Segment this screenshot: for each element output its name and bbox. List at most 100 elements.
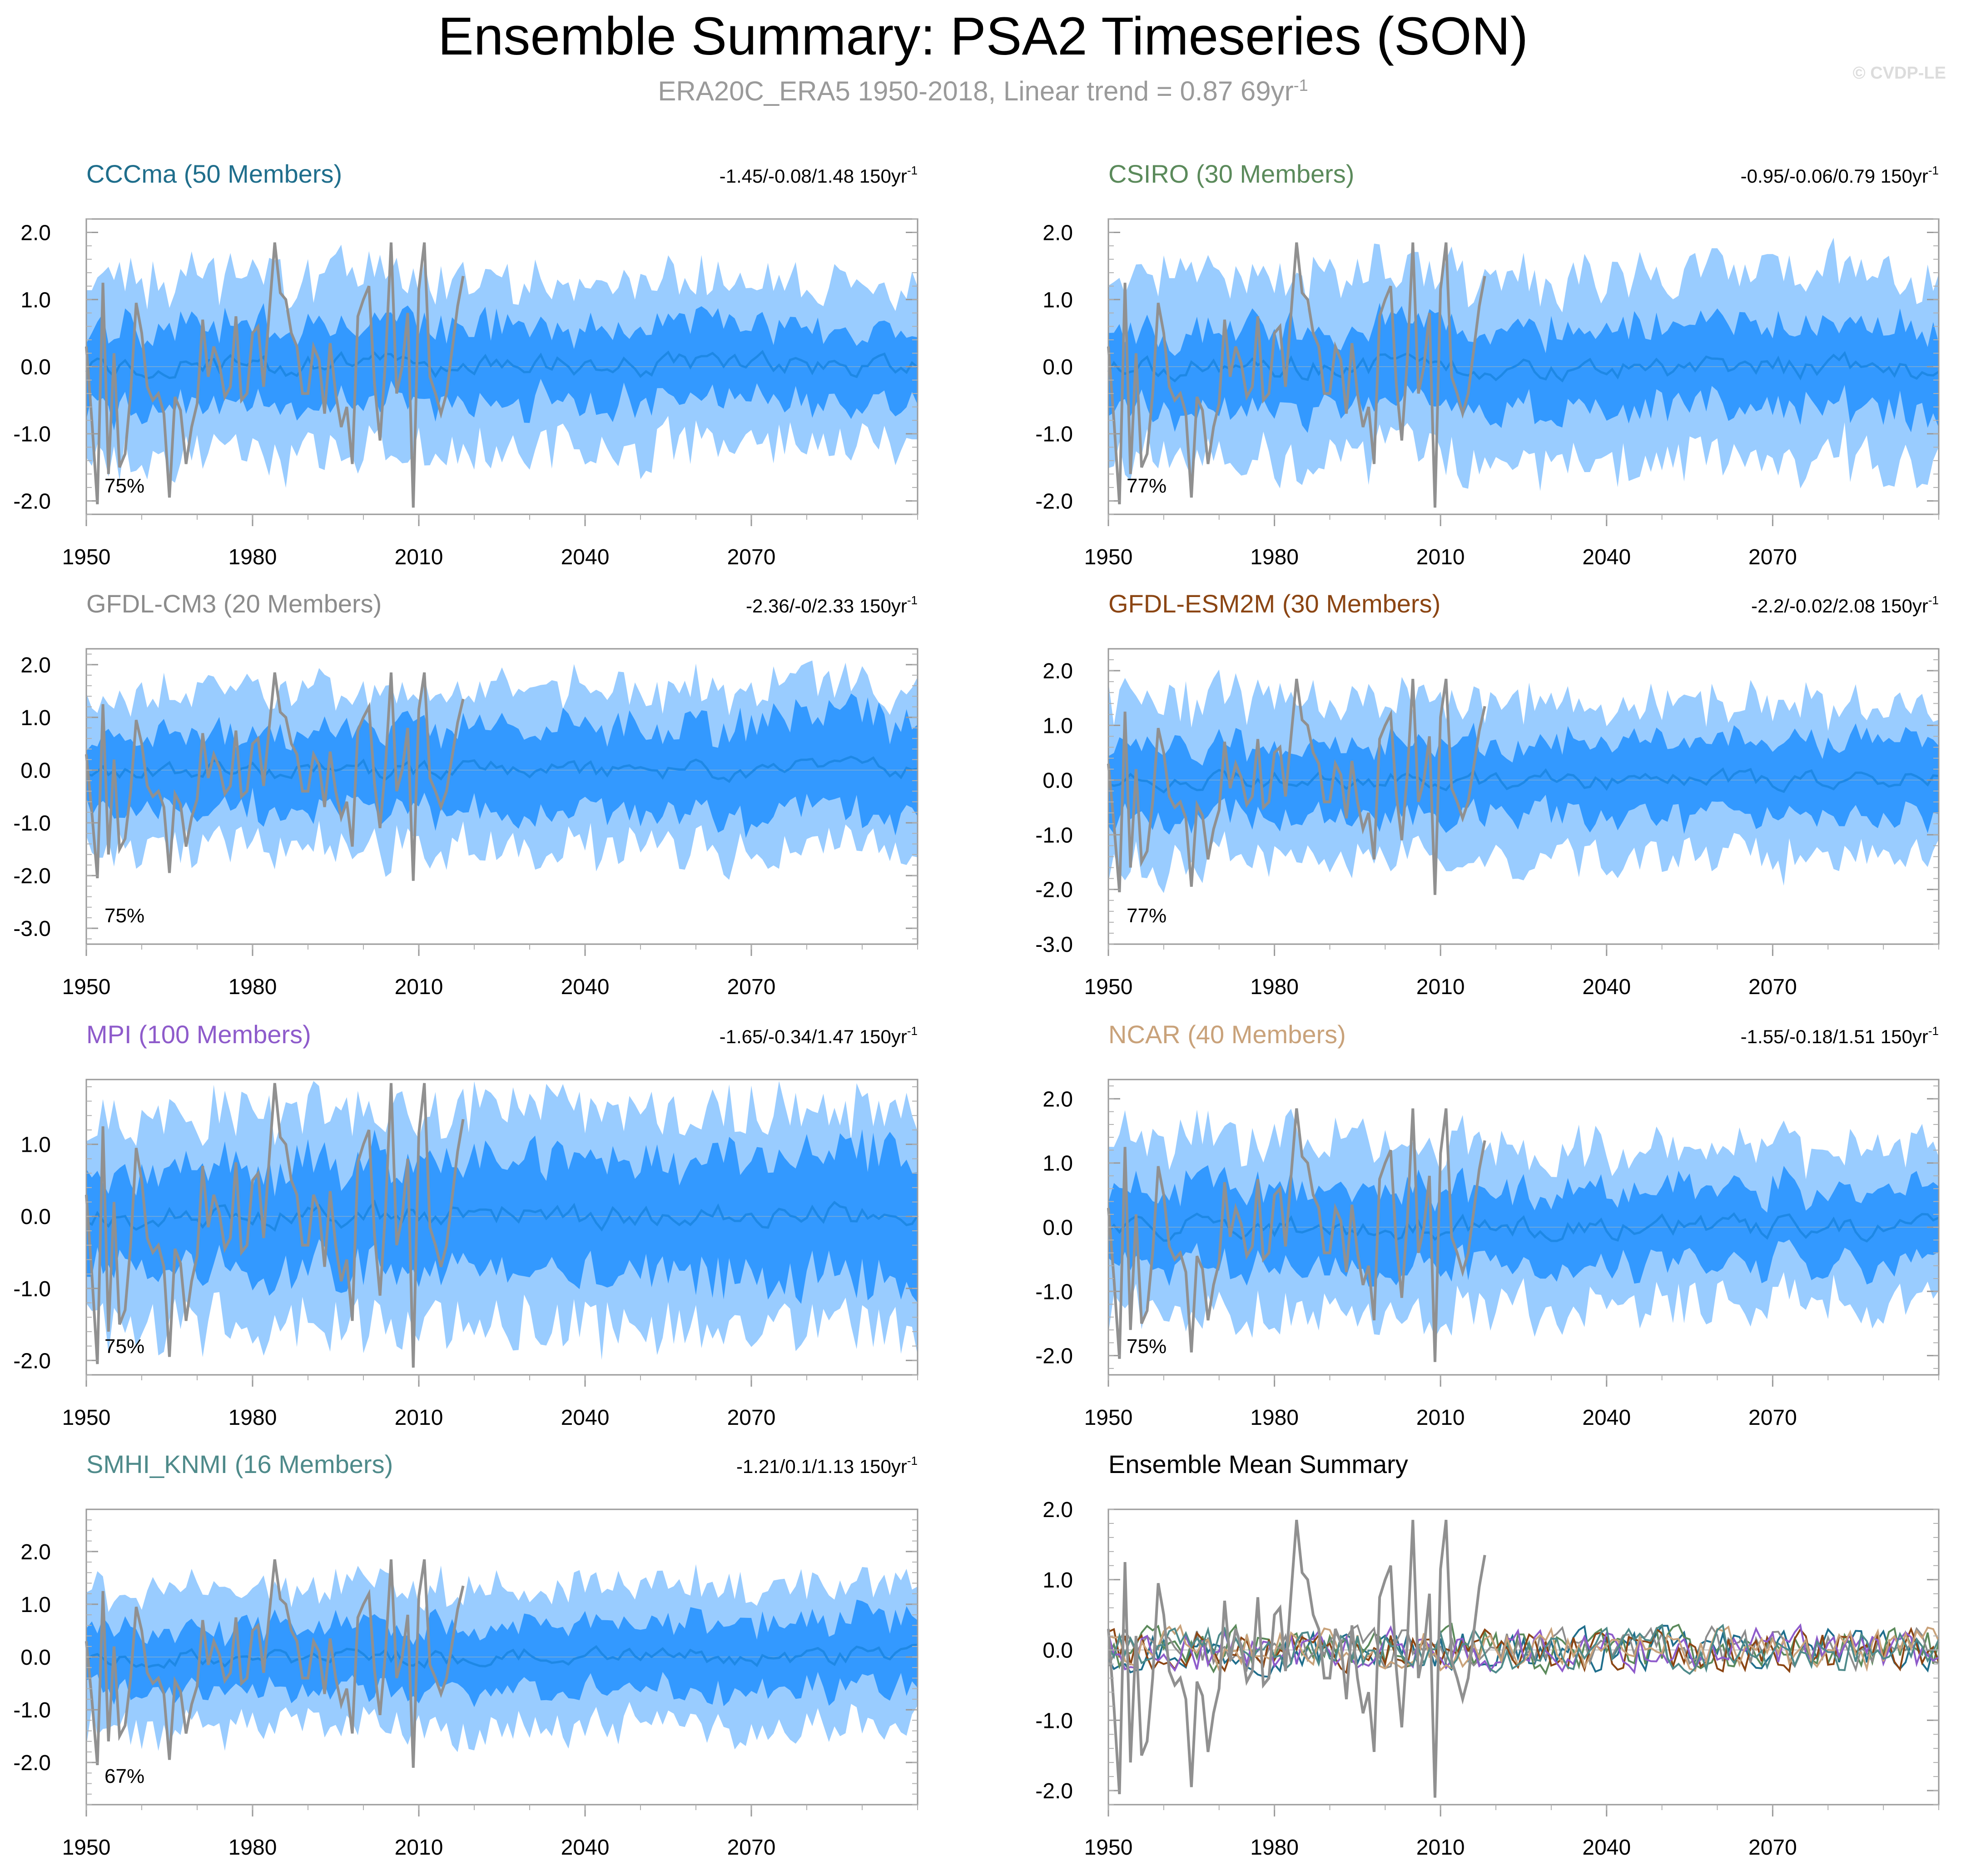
x-tick-label: 2010 — [1416, 545, 1465, 569]
inner-spread-band — [86, 1599, 918, 1707]
chart-title: Ensemble Mean Summary — [1108, 1450, 1408, 1478]
y-tick-label: 1.0 — [20, 706, 51, 730]
inner-spread-band — [1108, 722, 1939, 835]
trend-label: -2.36/-0/2.33 150yr-1 — [746, 593, 918, 617]
x-tick-label: 1950 — [1084, 975, 1133, 999]
chart-panel-cccma: CCCma (50 Members) -1.45/-0.08/1.48 150yr… — [13, 159, 918, 569]
chart-panel-gfdl-esm2m: GFDL-ESM2M (30 Members) -2.2/-0.02/2.08 1… — [1035, 589, 1940, 999]
y-tick-label: -3.0 — [1035, 933, 1073, 957]
ensemble-mean-line — [86, 756, 918, 783]
x-tick-label: 1980 — [1250, 1406, 1299, 1430]
y-tick-label: -2.0 — [1035, 878, 1073, 902]
x-tick-label: 2010 — [1416, 975, 1465, 999]
chart-panel-mpi: MPI (100 Members) -1.65/-0.34/1.47 150yr-… — [13, 1020, 919, 1430]
x-tick-label: 2070 — [727, 545, 776, 569]
y-tick-label: -1.0 — [1035, 823, 1073, 847]
x-tick-label: 1980 — [1250, 545, 1299, 569]
y-tick-label: 2.0 — [20, 653, 51, 677]
y-tick-label: -2.0 — [13, 489, 51, 513]
trend-label: -0.95/-0.06/0.79 150yr-1 — [1741, 164, 1939, 187]
trend-label: -2.2/-0.02/2.08 150yr-1 — [1751, 593, 1939, 617]
x-tick-label: 2070 — [1748, 975, 1797, 999]
ensemble-mean-line — [1107, 1212, 1939, 1243]
y-tick-label: 1.0 — [1043, 1568, 1073, 1592]
trend-label: -1.45/-0.08/1.48 150yr-1 — [720, 164, 918, 187]
y-tick-label: -1.0 — [13, 1277, 51, 1301]
y-tick-label: -1.0 — [1035, 1709, 1073, 1733]
x-tick-label: 2010 — [1416, 1406, 1465, 1430]
percent-label: 75% — [104, 475, 144, 497]
chart-title: CCCma (50 Members) — [86, 159, 342, 188]
x-tick-label: 1980 — [228, 1836, 277, 1860]
x-tick-label: 2010 — [395, 975, 443, 999]
chart-title: NCAR (40 Members) — [1108, 1020, 1346, 1049]
x-tick-label: 1950 — [1084, 1406, 1133, 1430]
y-tick-label: -1.0 — [1035, 1280, 1073, 1304]
y-tick-label: -2.0 — [1035, 489, 1073, 513]
y-tick-label: 0.0 — [20, 1205, 51, 1229]
observation-line — [85, 672, 465, 881]
y-tick-label: -1.0 — [13, 423, 51, 447]
ensemble-mean-line — [85, 349, 918, 380]
x-tick-label: 2040 — [561, 1406, 610, 1430]
y-tick-label: 0.0 — [20, 355, 51, 379]
y-tick-label: 1.0 — [1043, 714, 1073, 738]
chart-panel-gfdl-cm3: GFDL-CM3 (20 Members) -2.36/-0/2.33 150yr… — [13, 589, 918, 999]
chart-panel-ncar: NCAR (40 Members) -1.55/-0.18/1.51 150yr-… — [1035, 1020, 1940, 1430]
chart-panel-smhi-knmi: SMHI_KNMI (16 Members) -1.21/0.1/1.13 150… — [13, 1450, 918, 1860]
y-tick-label: 2.0 — [1043, 1087, 1073, 1111]
y-tick-label: 1.0 — [20, 288, 51, 312]
x-tick-label: 2040 — [561, 545, 610, 569]
y-tick-label: 2.0 — [20, 221, 51, 245]
x-tick-label: 2040 — [1582, 1836, 1631, 1860]
percent-label: 75% — [1127, 1335, 1167, 1358]
x-tick-label: 2070 — [727, 1836, 776, 1860]
x-tick-label: 2010 — [395, 1836, 443, 1860]
y-tick-label: 0.0 — [1043, 1639, 1073, 1663]
ensemble-mean-line — [85, 1643, 918, 1669]
observation-line — [1107, 1519, 1486, 1798]
observation-line — [1107, 242, 1486, 508]
x-tick-label: 2070 — [1748, 1836, 1797, 1860]
percent-label: 77% — [1127, 475, 1167, 497]
ensemble-mean-line — [1108, 767, 1939, 794]
x-tick-label: 2040 — [561, 975, 610, 999]
chart-title: SMHI_KNMI (16 Members) — [86, 1450, 393, 1478]
percent-label: 67% — [104, 1765, 144, 1787]
x-tick-label: 1950 — [62, 975, 111, 999]
observation-line — [85, 1559, 465, 1768]
series-line — [1108, 1624, 1940, 1673]
y-tick-label: 1.0 — [1043, 1152, 1073, 1176]
series-line — [1107, 1623, 1940, 1675]
x-tick-label: 2070 — [1748, 1406, 1797, 1430]
x-tick-label: 2040 — [1582, 545, 1631, 569]
y-tick-label: 0.0 — [20, 1646, 51, 1670]
x-tick-label: 1980 — [228, 1406, 277, 1430]
x-tick-label: 2010 — [395, 1406, 443, 1430]
page-title: Ensemble Summary: PSA2 Timeseries (SON) — [438, 6, 1528, 66]
x-tick-label: 2070 — [727, 1406, 776, 1430]
plot-frame — [1107, 1508, 1940, 1806]
x-tick-label: 2040 — [1582, 975, 1631, 999]
y-tick-label: -1.0 — [13, 811, 51, 836]
y-tick-label: -1.0 — [13, 1698, 51, 1722]
y-tick-label: 2.0 — [1043, 659, 1073, 683]
observation-line — [1107, 1108, 1486, 1362]
y-tick-label: 2.0 — [1043, 1498, 1073, 1522]
x-tick-label: 2070 — [1748, 545, 1797, 569]
x-tick-label: 1950 — [1084, 1836, 1133, 1860]
y-tick-label: -3.0 — [13, 917, 51, 941]
x-tick-label: 2070 — [727, 975, 776, 999]
percent-label: 75% — [104, 905, 144, 927]
plot-frame — [85, 1079, 918, 1376]
y-tick-label: -2.0 — [13, 1349, 51, 1373]
chart-title: GFDL-ESM2M (30 Members) — [1108, 589, 1440, 618]
trend-label: -1.65/-0.34/1.47 150yr-1 — [720, 1024, 918, 1047]
x-tick-label: 2010 — [395, 545, 443, 569]
y-tick-label: -1.0 — [1035, 423, 1073, 447]
chart-panel-ensemble-mean: Ensemble Mean Summary -2.0 -1.0 0.0 1.0 2.0 19… — [1035, 1450, 1940, 1860]
page-subtitle: ERA20C_ERA5 1950-2018, Linear trend = 0.… — [0, 75, 1966, 107]
x-tick-label: 2040 — [1582, 1406, 1631, 1430]
y-tick-label: -2.0 — [1035, 1779, 1073, 1803]
plot-frame — [1107, 648, 1940, 945]
